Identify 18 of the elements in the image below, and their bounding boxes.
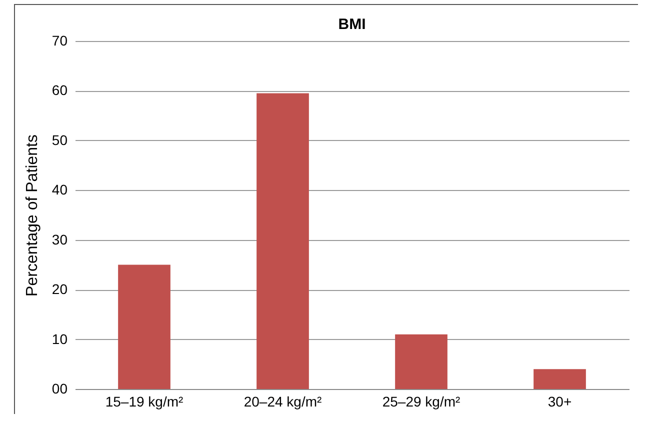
y-tick-label: 60 <box>52 82 68 98</box>
x-tick-label: 25–29 kg/m² <box>382 394 460 410</box>
y-tick-label: 30 <box>52 231 68 248</box>
x-tick-label: 15–19 kg/m² <box>105 394 184 410</box>
y-tick-label: 20 <box>52 281 68 298</box>
chart-title: BMI <box>338 16 366 33</box>
y-tick-label: 70 <box>52 32 68 48</box>
bar <box>395 334 448 389</box>
y-tick-label: 10 <box>52 330 68 347</box>
bar <box>256 93 309 389</box>
x-tick-label: 30+ <box>548 394 572 410</box>
bar <box>118 264 170 389</box>
y-axis-title: Percentage of Patients <box>24 134 41 296</box>
x-tick-label: 20–24 kg/m² <box>244 394 322 410</box>
y-tick-label: 00 <box>52 380 68 396</box>
bar <box>534 369 586 389</box>
y-tick-label: 40 <box>52 182 68 198</box>
y-tick-label: 50 <box>52 132 68 148</box>
